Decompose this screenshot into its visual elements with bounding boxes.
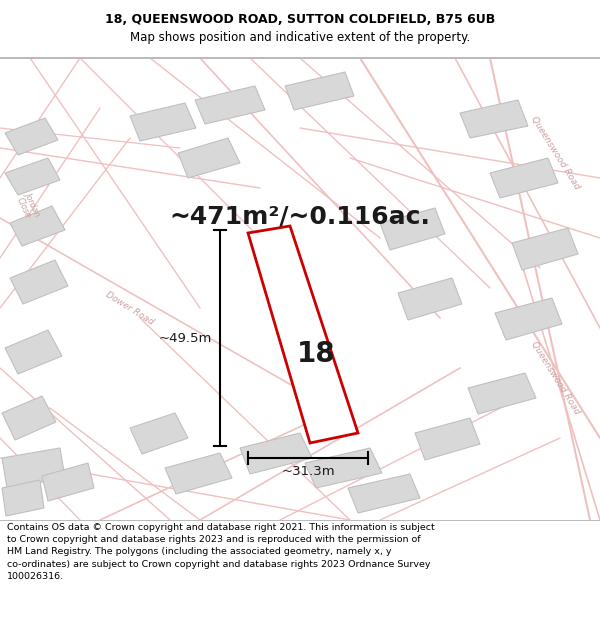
Text: Map shows position and indicative extent of the property.: Map shows position and indicative extent… [130, 31, 470, 44]
Polygon shape [10, 206, 65, 246]
Polygon shape [240, 433, 312, 474]
Polygon shape [5, 118, 58, 155]
Polygon shape [460, 100, 528, 138]
Text: 18: 18 [297, 340, 336, 367]
Polygon shape [305, 448, 382, 488]
Text: Contains OS data © Crown copyright and database right 2021. This information is : Contains OS data © Crown copyright and d… [7, 523, 435, 581]
Text: ~471m²/~0.116ac.: ~471m²/~0.116ac. [170, 204, 430, 228]
Text: Queenswood Road: Queenswood Road [529, 340, 581, 416]
Polygon shape [195, 86, 265, 124]
Polygon shape [42, 463, 94, 501]
Polygon shape [285, 72, 354, 110]
Text: Dower Road: Dower Road [104, 289, 155, 326]
Polygon shape [130, 413, 188, 454]
Polygon shape [468, 373, 536, 414]
Text: 18, QUEENSWOOD ROAD, SUTTON COLDFIELD, B75 6UB: 18, QUEENSWOOD ROAD, SUTTON COLDFIELD, B… [105, 12, 495, 26]
Polygon shape [165, 453, 232, 494]
Text: Queenswood Road: Queenswood Road [529, 115, 581, 191]
Polygon shape [512, 228, 578, 270]
Polygon shape [398, 278, 462, 320]
Polygon shape [248, 226, 358, 443]
Polygon shape [2, 480, 44, 516]
Polygon shape [178, 138, 240, 178]
Polygon shape [10, 260, 68, 304]
Polygon shape [490, 158, 558, 198]
Polygon shape [415, 418, 480, 460]
Polygon shape [380, 208, 445, 250]
Polygon shape [348, 474, 420, 513]
Polygon shape [5, 158, 60, 195]
Text: Jordan
Close: Jordan Close [14, 190, 42, 222]
Polygon shape [130, 103, 196, 141]
Polygon shape [495, 298, 562, 340]
Polygon shape [5, 330, 62, 374]
Text: ~31.3m: ~31.3m [281, 465, 335, 478]
Polygon shape [2, 448, 65, 488]
Text: ~49.5m: ~49.5m [158, 331, 212, 344]
Polygon shape [2, 396, 56, 440]
